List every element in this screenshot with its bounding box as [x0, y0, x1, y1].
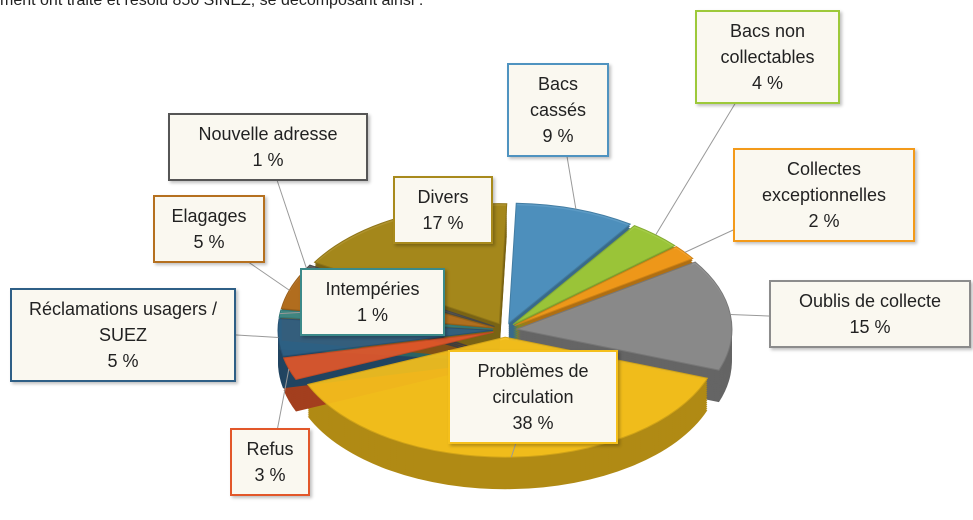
category-label: Divers	[417, 187, 469, 207]
slice	[515, 261, 733, 371]
category-label: Intempéries	[325, 279, 420, 299]
data-label: Collectes exceptionnelles 2 %	[733, 148, 915, 242]
category-label: Réclamations usagers / SUEZ	[28, 299, 218, 345]
slice	[512, 225, 676, 326]
category-label: Bacs non collectables	[720, 21, 815, 67]
data-label: Problèmes de circulation 38 %	[448, 350, 618, 444]
intro-text: ment ont traité et résolu 850 SINEZ, se …	[0, 0, 424, 9]
value-label: 17 %	[422, 213, 464, 233]
category-label: Refus	[246, 439, 294, 459]
value-label: 38 %	[512, 413, 554, 433]
data-label: Elagages 5 %	[153, 195, 265, 263]
data-label: Réclamations usagers / SUEZ 5 %	[10, 288, 236, 382]
category-label: Nouvelle adresse	[198, 124, 338, 144]
category-label: Collectes exceptionnelles	[761, 159, 887, 205]
data-label: Divers 17 %	[393, 176, 493, 244]
category-label: Oublis de collecte	[798, 291, 942, 311]
category-label: Elagages	[171, 206, 247, 226]
value-label: 4 %	[751, 73, 784, 93]
category-label: Problèmes de circulation	[477, 361, 589, 407]
data-label: Oublis de collecte 15 %	[769, 280, 971, 348]
value-label: 1 %	[252, 150, 284, 170]
value-label: 1 %	[356, 305, 389, 325]
category-label: Bacs cassés	[529, 74, 587, 120]
data-label: Intempéries 1 %	[300, 268, 445, 336]
value-label: 5 %	[193, 232, 225, 252]
value-label: 2 %	[808, 211, 840, 231]
value-label: 3 %	[254, 465, 286, 485]
slice	[282, 331, 494, 381]
data-label: Bacs non collectables 4 %	[695, 10, 840, 104]
value-label: 9 %	[542, 126, 574, 146]
data-label: Nouvelle adresse 1 %	[168, 113, 368, 181]
data-label: Refus 3 %	[230, 428, 310, 496]
value-label: 15 %	[849, 317, 891, 337]
value-label: 5 %	[107, 351, 139, 371]
data-label: Bacs cassés 9 %	[507, 63, 609, 157]
